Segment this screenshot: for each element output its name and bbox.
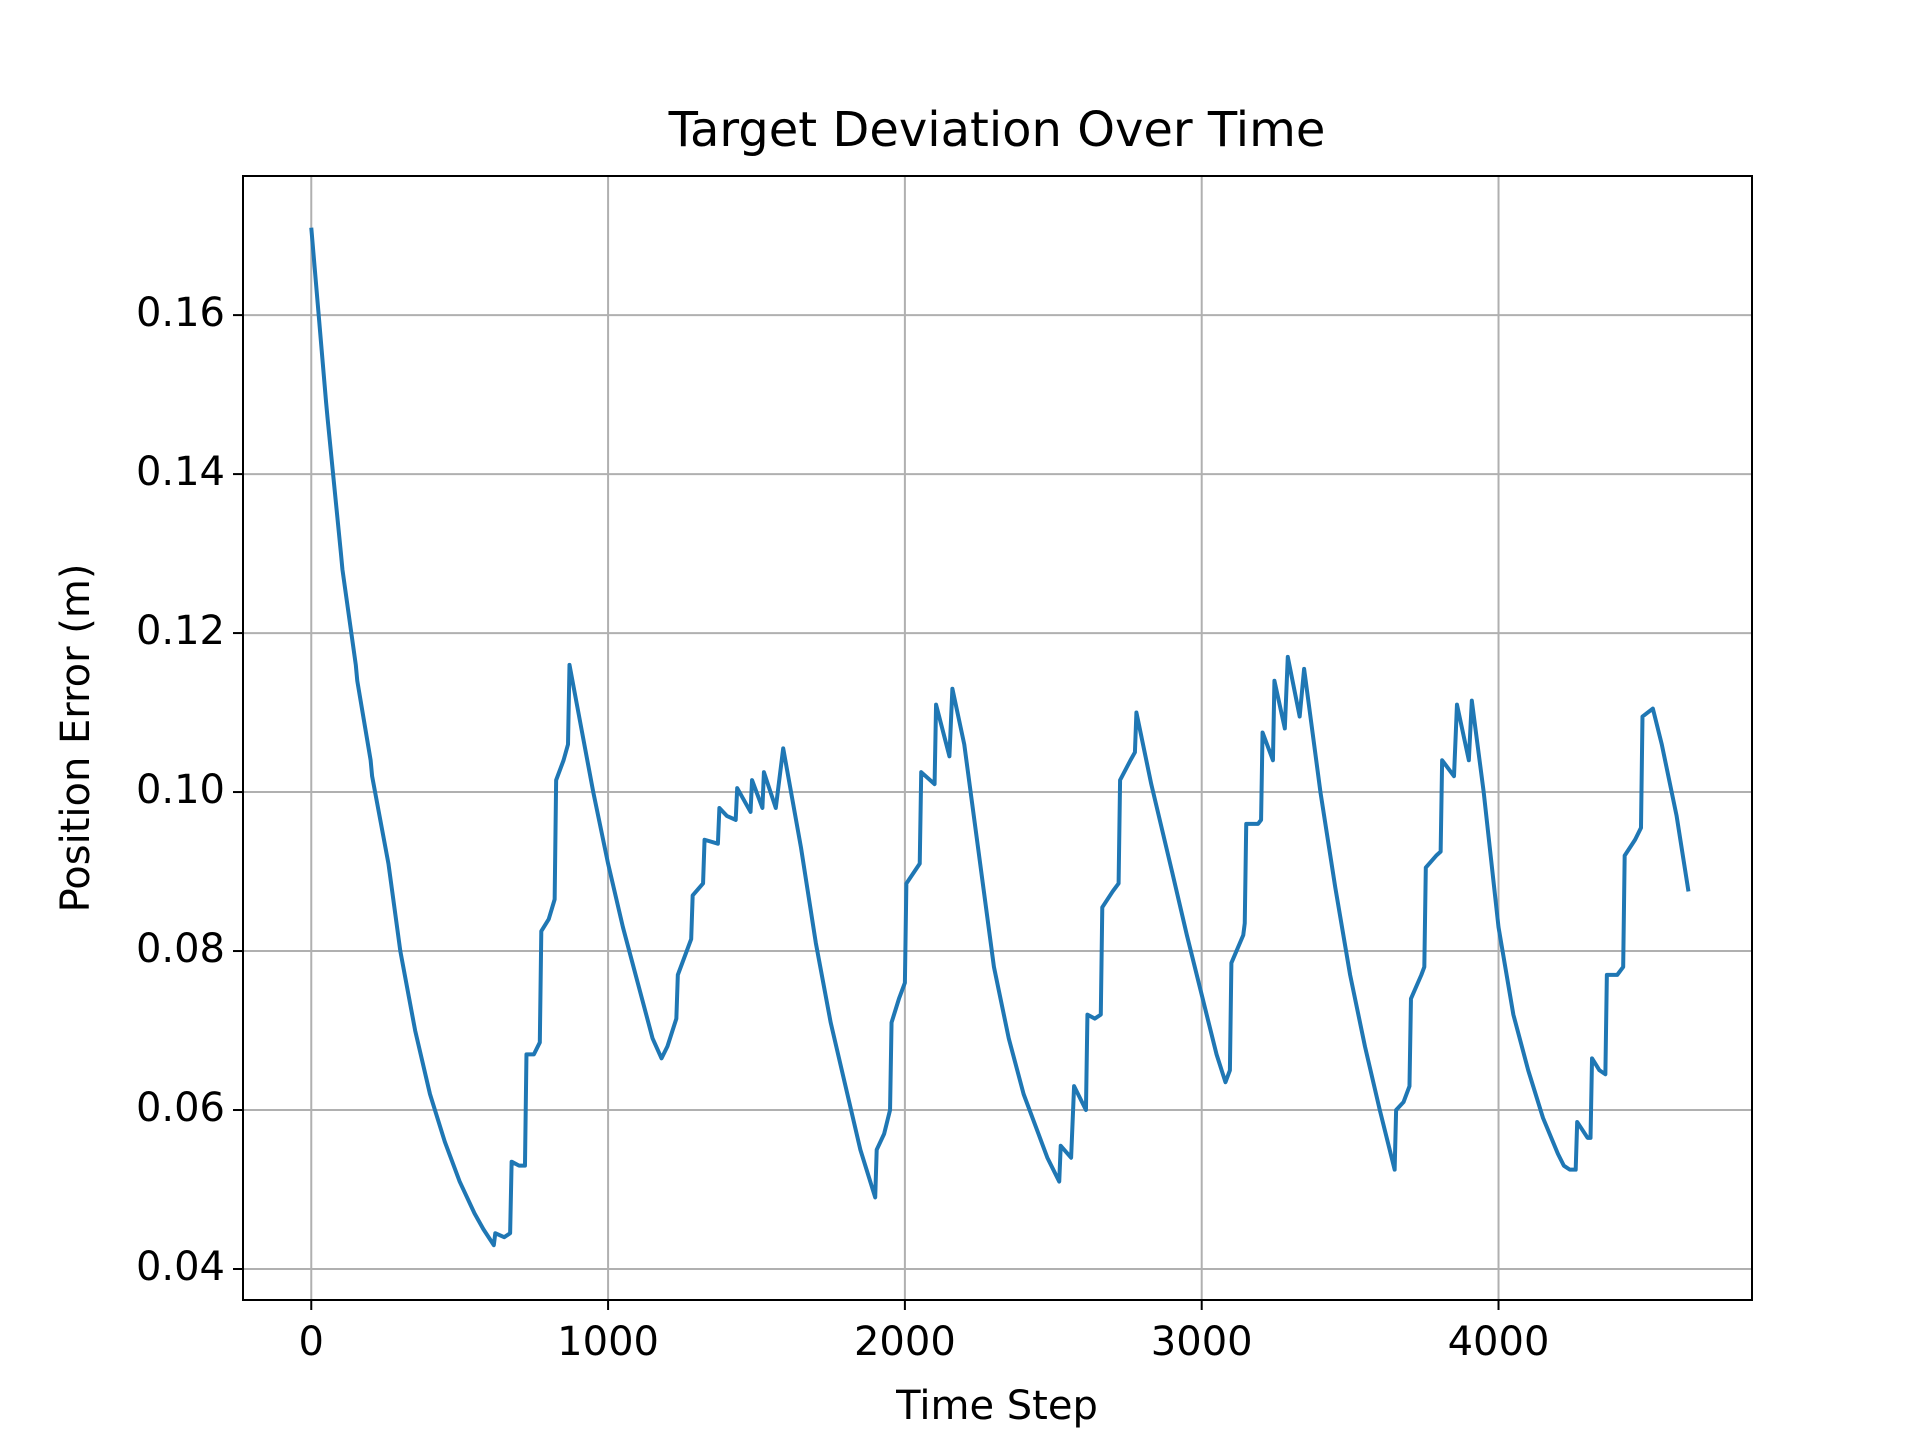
data-line bbox=[309, 227, 1691, 1248]
x-tick-label: 0 bbox=[299, 1319, 324, 1365]
y-tick-label: 0.14 bbox=[136, 449, 225, 495]
y-tick-label: 0.12 bbox=[136, 608, 225, 654]
y-tick-label: 0.04 bbox=[136, 1244, 225, 1290]
axes-frame bbox=[242, 175, 1753, 1301]
x-tick-label: 4000 bbox=[1448, 1319, 1550, 1365]
ticks: 0 1000 2000 3000 4000 0.04 0.06 0.08 0.10 0.12 0.1… bbox=[136, 290, 1549, 1365]
x-axis-label: Time Step bbox=[895, 1383, 1098, 1429]
y-tick-label: 0.08 bbox=[136, 926, 225, 972]
y-tick-label: 0.10 bbox=[136, 767, 225, 813]
y-axis-label: Position Error (m) bbox=[53, 564, 99, 913]
y-tick-label: 0.16 bbox=[136, 290, 225, 336]
plot-area bbox=[309, 227, 1691, 1248]
grid bbox=[243, 176, 1752, 1300]
x-tick-label: 3000 bbox=[1151, 1319, 1253, 1365]
x-tick-label: 2000 bbox=[854, 1319, 956, 1365]
x-tick-label: 1000 bbox=[557, 1319, 659, 1365]
chart-title: Target Deviation Over Time bbox=[668, 102, 1326, 158]
y-tick-label: 0.06 bbox=[136, 1085, 225, 1131]
